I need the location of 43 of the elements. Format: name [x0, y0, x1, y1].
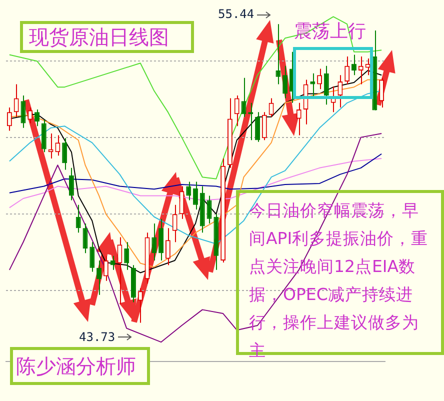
- candlestick: [206, 195, 212, 224]
- candlestick: [34, 109, 40, 127]
- candlestick: [124, 242, 130, 270]
- candlestick: [262, 112, 267, 141]
- candlestick: [282, 65, 288, 99]
- candlestick: [352, 54, 356, 76]
- text: 55.44: [218, 7, 254, 21]
- candlestick: [310, 72, 316, 99]
- candlestick: [90, 242, 95, 272]
- candlestick: [76, 204, 81, 234]
- candlestick: [255, 112, 260, 142]
- candlestick: [379, 77, 384, 108]
- candlestick: [110, 255, 116, 270]
- candlestick: [193, 181, 198, 210]
- candlestick: [6, 106, 12, 132]
- candlestick: [186, 181, 192, 201]
- chart-title: 现货原油日线图: [20, 21, 194, 53]
- candlestick: [62, 138, 68, 170]
- candlestick: [152, 223, 157, 261]
- candlestick: [338, 74, 343, 108]
- text: 陈少涵分析师: [10, 347, 150, 385]
- candlestick: [358, 56, 364, 85]
- text: 43.73: [79, 330, 116, 344]
- candlestick: [96, 260, 102, 296]
- candlestick: [324, 65, 329, 106]
- candlestick: [276, 24, 281, 85]
- candlestick: [344, 56, 350, 85]
- candlestick: [28, 106, 33, 124]
- candlestick: [20, 95, 26, 128]
- candlestick: [14, 84, 19, 118]
- candlestick: [55, 134, 60, 156]
- candlestick: [165, 228, 170, 266]
- candlestick: [317, 68, 322, 90]
- candlestick: [68, 167, 74, 201]
- candlestick: [158, 218, 164, 261]
- candlestick: [117, 236, 122, 305]
- candlestick: [296, 102, 302, 136]
- candlestick: [138, 288, 143, 324]
- candlestick: [172, 204, 178, 243]
- candlestick: [179, 186, 184, 220]
- candlestick: [103, 255, 108, 282]
- candlestick: [234, 95, 240, 127]
- candlestick: [268, 98, 274, 118]
